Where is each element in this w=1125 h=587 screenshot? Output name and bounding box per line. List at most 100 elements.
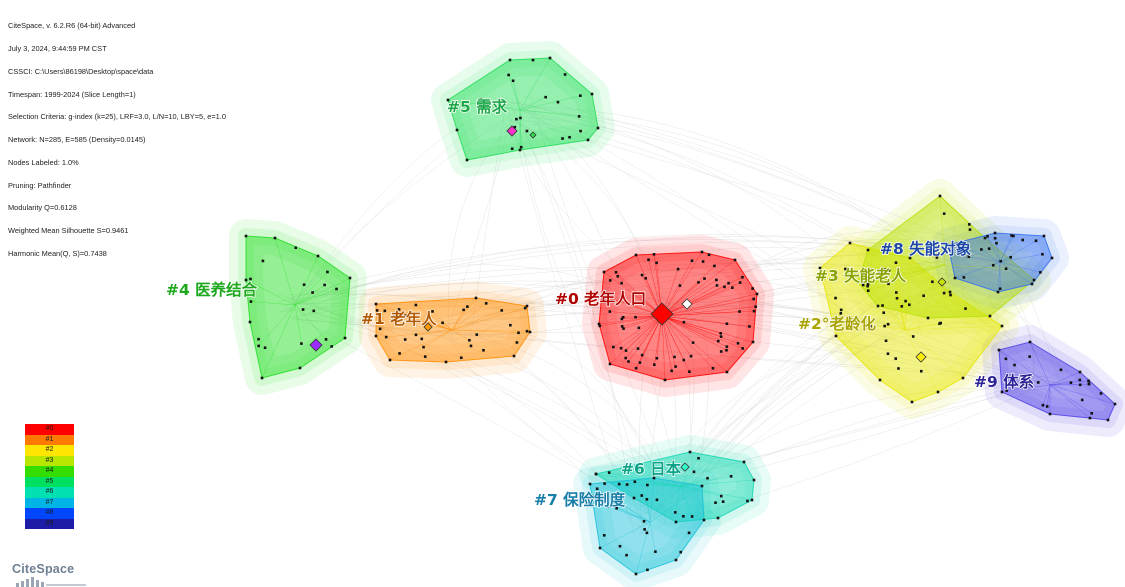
network-node[interactable] — [961, 376, 965, 380]
network-node[interactable] — [606, 504, 609, 508]
network-node[interactable] — [993, 231, 997, 235]
network-node[interactable] — [384, 335, 388, 339]
network-node[interactable] — [938, 194, 942, 198]
network-node[interactable] — [674, 520, 678, 524]
network-node[interactable] — [723, 285, 726, 289]
key-node-riben[interactable] — [680, 462, 690, 472]
network-node[interactable] — [248, 320, 252, 324]
network-node[interactable] — [614, 270, 618, 274]
network-node[interactable] — [482, 348, 485, 352]
network-node[interactable] — [616, 275, 620, 278]
network-node[interactable] — [674, 558, 678, 562]
network-node[interactable] — [911, 252, 914, 255]
network-node[interactable] — [590, 494, 594, 498]
network-node[interactable] — [750, 498, 754, 502]
network-node[interactable] — [563, 73, 567, 76]
network-node[interactable] — [625, 553, 628, 557]
network-node[interactable] — [751, 287, 754, 290]
network-node[interactable] — [607, 471, 611, 474]
network-node[interactable] — [1041, 252, 1044, 256]
network-node[interactable] — [881, 304, 884, 307]
network-node[interactable] — [848, 241, 852, 245]
network-node[interactable] — [388, 358, 392, 362]
network-node[interactable] — [617, 482, 621, 486]
network-node[interactable] — [894, 357, 898, 360]
network-node[interactable] — [263, 346, 267, 350]
network-node[interactable] — [962, 276, 966, 279]
network-node[interactable] — [618, 544, 622, 548]
network-node[interactable] — [640, 494, 644, 497]
network-node[interactable] — [993, 236, 997, 240]
network-node[interactable] — [624, 356, 627, 360]
network-node[interactable] — [995, 241, 998, 245]
network-node[interactable] — [622, 327, 625, 330]
network-node[interactable] — [678, 284, 682, 287]
network-node[interactable] — [697, 281, 700, 284]
network-node[interactable] — [674, 365, 677, 368]
network-node[interactable] — [725, 345, 729, 348]
network-node[interactable] — [988, 314, 992, 318]
network-node[interactable] — [716, 516, 720, 520]
network-node[interactable] — [949, 293, 952, 297]
network-node[interactable] — [751, 340, 755, 344]
network-node[interactable] — [752, 478, 756, 482]
network-node[interactable] — [260, 376, 264, 380]
network-node[interactable] — [348, 276, 352, 280]
network-node[interactable] — [1021, 238, 1025, 242]
network-node[interactable] — [465, 158, 469, 162]
network-node[interactable] — [964, 307, 967, 310]
network-node[interactable] — [878, 378, 882, 382]
network-node[interactable] — [731, 286, 734, 290]
network-node[interactable] — [475, 333, 479, 336]
network-node[interactable] — [942, 212, 946, 215]
network-node[interactable] — [509, 323, 512, 327]
network-node[interactable] — [1087, 382, 1091, 386]
network-node[interactable] — [644, 276, 647, 280]
network-node[interactable] — [667, 463, 670, 466]
network-node[interactable] — [999, 259, 1002, 263]
network-node[interactable] — [637, 326, 641, 330]
network-node[interactable] — [839, 319, 843, 323]
network-node[interactable] — [544, 95, 547, 99]
network-node[interactable] — [273, 236, 277, 240]
network-node[interactable] — [312, 309, 316, 313]
network-node[interactable] — [294, 246, 298, 250]
network-node[interactable] — [882, 311, 886, 315]
network-node[interactable] — [748, 325, 751, 328]
network-node[interactable] — [374, 334, 378, 338]
network-node[interactable] — [412, 323, 416, 327]
network-node[interactable] — [594, 472, 598, 476]
network-node[interactable] — [645, 531, 649, 535]
network-node[interactable] — [991, 263, 995, 267]
network-node[interactable] — [682, 320, 686, 324]
network-node[interactable] — [908, 256, 912, 260]
network-node[interactable] — [946, 243, 950, 247]
network-node[interactable] — [579, 94, 582, 97]
network-node[interactable] — [879, 279, 883, 282]
network-node[interactable] — [839, 312, 843, 315]
network-node[interactable] — [326, 270, 329, 274]
network-node[interactable] — [642, 520, 646, 523]
network-node[interactable] — [1032, 278, 1036, 282]
network-node[interactable] — [518, 148, 522, 152]
network-node[interactable] — [702, 518, 706, 522]
network-node[interactable] — [936, 390, 940, 394]
network-node[interactable] — [561, 137, 564, 140]
network-node[interactable] — [652, 253, 656, 256]
network-node[interactable] — [818, 266, 822, 270]
network-node[interactable] — [948, 290, 952, 294]
network-node[interactable] — [311, 291, 314, 294]
network-node[interactable] — [323, 283, 326, 287]
network-node[interactable] — [746, 499, 749, 503]
network-node[interactable] — [715, 278, 718, 282]
network-node[interactable] — [883, 268, 886, 272]
network-node[interactable] — [714, 501, 717, 504]
key-node-shineng[interactable] — [937, 277, 947, 287]
network-nodes[interactable] — [244, 56, 1117, 576]
network-node[interactable] — [335, 287, 338, 291]
network-node[interactable] — [713, 264, 716, 268]
network-node[interactable] — [886, 352, 890, 356]
network-node[interactable] — [632, 496, 636, 500]
network-node[interactable] — [646, 568, 649, 572]
key-node-laonian-renkou[interactable] — [650, 302, 674, 326]
